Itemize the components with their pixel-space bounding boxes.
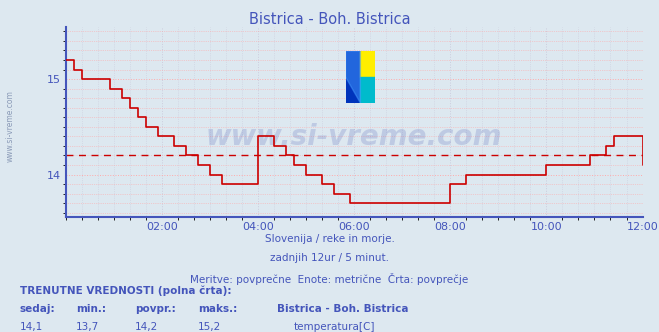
Text: 14,1: 14,1: [20, 322, 43, 332]
Text: Bistrica - Boh. Bistrica: Bistrica - Boh. Bistrica: [248, 12, 411, 27]
Text: 14,2: 14,2: [135, 322, 158, 332]
Text: 15,2: 15,2: [198, 322, 221, 332]
Text: povpr.:: povpr.:: [135, 304, 176, 314]
Text: zadnjih 12ur / 5 minut.: zadnjih 12ur / 5 minut.: [270, 253, 389, 263]
Text: 13,7: 13,7: [76, 322, 99, 332]
Bar: [345, 51, 360, 103]
Text: Meritve: povprečne  Enote: metrične  Črta: povprečje: Meritve: povprečne Enote: metrične Črta:…: [190, 273, 469, 285]
Text: min.:: min.:: [76, 304, 106, 314]
Bar: [360, 51, 375, 77]
Text: www.si-vreme.com: www.si-vreme.com: [5, 90, 14, 162]
Polygon shape: [345, 51, 360, 103]
Text: maks.:: maks.:: [198, 304, 237, 314]
Text: TRENUTNE VREDNOSTI (polna črta):: TRENUTNE VREDNOSTI (polna črta):: [20, 286, 231, 296]
Polygon shape: [360, 77, 375, 103]
Text: www.si-vreme.com: www.si-vreme.com: [206, 123, 502, 151]
Text: temperatura[C]: temperatura[C]: [293, 322, 375, 332]
Text: Slovenija / reke in morje.: Slovenija / reke in morje.: [264, 234, 395, 244]
Text: sedaj:: sedaj:: [20, 304, 55, 314]
Text: Bistrica - Boh. Bistrica: Bistrica - Boh. Bistrica: [277, 304, 409, 314]
